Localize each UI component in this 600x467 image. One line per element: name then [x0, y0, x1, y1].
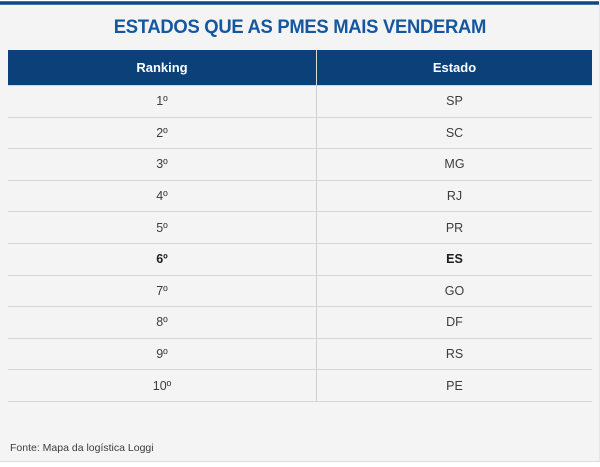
ranking-table: Ranking Estado 1º SP 2º SC 3º	[8, 50, 592, 402]
table-row: 7º GO	[8, 275, 592, 308]
cell-ranking: 5º	[156, 220, 168, 235]
table-row: 6º ES	[8, 243, 592, 276]
cell-estado: ES	[446, 252, 463, 267]
cell-ranking: 6º	[156, 252, 168, 267]
cell-ranking: 8º	[156, 315, 168, 330]
top-accent-stripe	[0, 0, 599, 5]
cell-ranking: 7º	[156, 283, 168, 298]
table-row: 8º DF	[8, 307, 592, 339]
column-divider	[316, 338, 317, 370]
page-title: ESTADOS QUE AS PMES MAIS VENDERAM	[113, 16, 486, 38]
cell-ranking: 3º	[156, 157, 168, 172]
table-row: 9º RS	[8, 338, 592, 371]
column-divider	[316, 370, 317, 401]
table-row: 5º PR	[8, 212, 592, 244]
column-divider	[316, 275, 317, 307]
cell-estado: MG	[444, 157, 465, 172]
cell-estado: SC	[445, 125, 464, 140]
column-divider	[316, 149, 317, 180]
cell-estado: DF	[446, 315, 463, 330]
table-row: 4º RJ	[8, 180, 592, 213]
column-header-estado: Estado	[432, 60, 477, 75]
column-divider	[316, 243, 317, 275]
cell-ranking: 4º	[156, 189, 168, 204]
cell-estado: PE	[446, 378, 463, 393]
cell-ranking: 2º	[156, 125, 168, 140]
cell-estado: RS	[445, 347, 464, 362]
cell-ranking: 10º	[152, 378, 172, 393]
column-divider	[316, 117, 317, 149]
cell-estado: RJ	[446, 189, 463, 204]
column-divider	[316, 212, 317, 243]
source-caption: Fonte: Mapa da logística Loggi	[10, 441, 154, 454]
table-row: 1º SP	[8, 86, 592, 118]
table-body: 1º SP 2º SC 3º MG 4º RJ	[8, 85, 592, 402]
title-bar: ESTADOS QUE AS PMES MAIS VENDERAM	[0, 5, 599, 50]
cell-ranking: 1º	[156, 94, 168, 109]
column-divider	[316, 307, 317, 338]
table-row: 10º PE	[8, 370, 592, 402]
column-divider	[316, 50, 317, 85]
column-header-ranking: Ranking	[136, 60, 188, 75]
table-row: 3º MG	[8, 149, 592, 181]
column-divider	[316, 86, 317, 117]
cell-estado: GO	[444, 283, 465, 298]
table-header-row: Ranking Estado	[8, 50, 592, 85]
cell-ranking: 9º	[156, 347, 168, 362]
cell-estado: PR	[445, 220, 464, 235]
column-divider	[316, 180, 317, 212]
table-row: 2º SC	[8, 117, 592, 150]
cell-estado: SP	[446, 94, 463, 109]
